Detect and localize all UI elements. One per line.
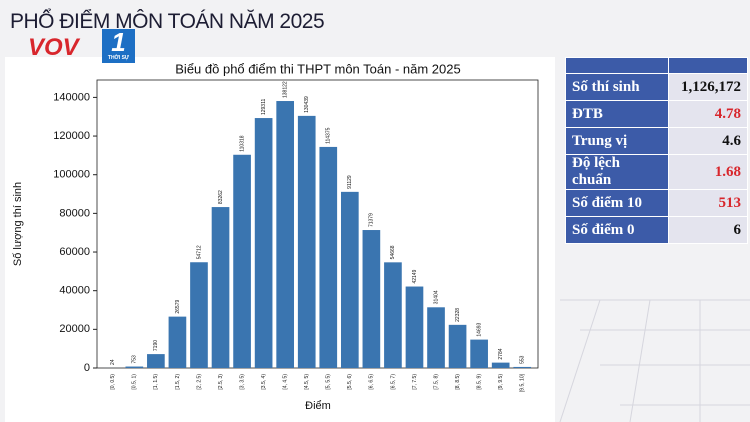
value-label: 83262: [218, 190, 224, 204]
bar: [340, 191, 359, 368]
y-tick-label: 120000: [53, 130, 90, 142]
value-label: 71379: [369, 213, 375, 227]
y-tick-label: 80000: [59, 207, 90, 219]
value-label: 31404: [433, 290, 439, 304]
table-row: ĐTB 4.78: [565, 100, 748, 128]
stat-label: Độ lệch chuẩn: [565, 154, 669, 190]
floor-grid: [559, 299, 750, 422]
bar: [319, 146, 338, 368]
x-tick-label: [5.5, 6): [347, 374, 353, 390]
stat-value: 1,126,172: [668, 73, 748, 101]
value-label: 753: [132, 355, 138, 364]
stat-value: 1.68: [668, 154, 748, 190]
stat-value: 513: [668, 189, 748, 217]
value-label: 42149: [412, 269, 418, 283]
bar: [125, 366, 144, 368]
y-tick-label: 40000: [59, 285, 90, 297]
stats-table: Số thí sinh 1,126,172 ĐTB 4.78 Trung vị 4.6 Độ…: [565, 57, 748, 244]
stat-label: Số điểm 10: [565, 189, 669, 217]
x-tick-label: [0.5, 1): [132, 374, 138, 390]
bar: [297, 115, 316, 368]
bar: [276, 101, 295, 368]
stat-label: ĐTB: [565, 100, 669, 128]
y-tick-label: 0: [84, 362, 90, 374]
bar: [427, 307, 445, 368]
value-label: 91129: [347, 175, 353, 189]
stat-label: Số điểm 0: [565, 216, 669, 244]
bar: [190, 262, 208, 368]
bar: [513, 366, 532, 368]
plot-frame: [96, 79, 539, 369]
channel: 1: [111, 27, 126, 57]
value-label: 54712: [196, 245, 202, 259]
x-tick-label: [6.5, 7): [390, 374, 396, 390]
bar: [147, 354, 165, 368]
chart-title: Biểu đồ phổ điểm thi THPT môn Toán - năm…: [175, 61, 460, 76]
stat-label: Số thí sinh: [565, 73, 669, 101]
y-tick-label: 140000: [53, 91, 90, 103]
bar: [470, 339, 488, 368]
y-axis-label: Số lượng thí sinh: [12, 182, 24, 266]
table-row: Độ lệch chuẩn 1.68: [565, 154, 748, 190]
x-tick-label: [2, 2.5): [196, 374, 202, 390]
value-label: 138122: [283, 81, 289, 98]
x-tick-label: [9.5, 10]: [520, 373, 526, 392]
value-label: 553: [520, 355, 526, 364]
bar: [168, 316, 187, 368]
x-tick-label: [0, 0.5): [110, 374, 116, 390]
x-tick-label: [7, 7.5): [412, 374, 418, 390]
x-tick-label: [4, 4.5): [283, 374, 289, 390]
bar: [405, 286, 424, 368]
y-tick-label: 100000: [53, 169, 90, 181]
value-label: 130439: [304, 96, 310, 113]
bar: [254, 118, 273, 369]
y-tick-label: 20000: [59, 323, 90, 335]
x-tick-label: [8, 8.5): [455, 374, 461, 390]
channel-logo: 1 THỜI SỰ: [102, 29, 135, 63]
stat-value: 4.78: [668, 100, 748, 128]
bar: [491, 362, 510, 368]
x-tick-label: [8.5, 9): [476, 374, 482, 390]
logo: VOV: [28, 34, 79, 61]
channel-name: THỜI SỰ: [107, 55, 130, 61]
value-label: 24: [110, 359, 116, 365]
stat-label: Trung vị: [565, 127, 669, 155]
value-label: 26579: [175, 300, 181, 314]
bar: [448, 324, 467, 368]
value-label: 14693: [476, 322, 482, 336]
bar: [384, 262, 402, 368]
x-tick-label: [6, 6.5): [369, 374, 375, 390]
table-row: Số thí sinh 1,126,172: [565, 73, 748, 101]
value-label: 7190: [153, 340, 159, 351]
bar: [233, 154, 251, 368]
x-axis-label: Điểm: [305, 400, 331, 412]
x-tick-label: [4.5, 5): [304, 374, 310, 390]
value-label: 110318: [239, 135, 245, 152]
header-title: PHỔ ĐIỂM MÔN TOÁN NĂM 2025: [10, 10, 325, 33]
value-label: 114375: [326, 127, 332, 144]
bar: [362, 230, 381, 368]
x-tick-label: [9, 9.5): [498, 374, 504, 390]
x-tick-label: [7.5, 8): [433, 374, 439, 390]
x-tick-label: [3.5, 4): [261, 374, 267, 390]
x-tick-label: [1.5, 2): [175, 374, 181, 390]
x-tick-label: [1, 1.5): [153, 374, 159, 390]
value-label: 2784: [498, 348, 504, 359]
value-label: 22328: [455, 308, 461, 322]
x-tick-label: [2.5, 3): [218, 374, 224, 390]
stat-value: 4.6: [668, 127, 748, 155]
x-tick-label: [5, 5.5): [326, 374, 332, 390]
x-tick-label: [3, 3.5): [239, 374, 245, 390]
stat-value: 6: [668, 216, 748, 244]
value-label: 54668: [390, 245, 396, 259]
table-row: Số điểm 10 513: [565, 189, 748, 217]
value-label: 129311: [261, 99, 267, 116]
table-row: Trung vị 4.6: [565, 127, 748, 155]
y-tick-label: 60000: [59, 246, 90, 258]
bar: [211, 207, 230, 368]
